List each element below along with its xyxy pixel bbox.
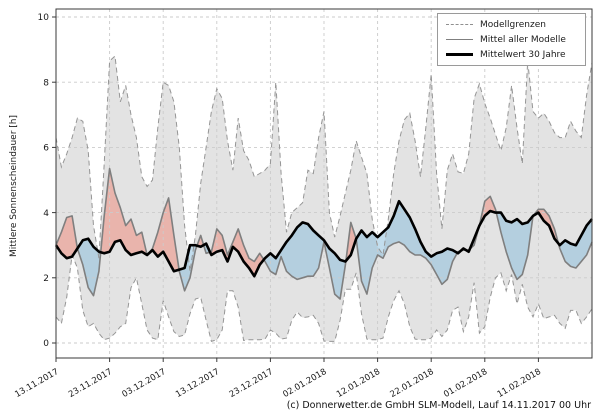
x-tick-label: 13.12.2017 bbox=[174, 367, 221, 400]
x-tick-label: 23.12.2017 bbox=[228, 367, 275, 400]
y-axis-label: Mittlere Sonnenscheindauer [h] bbox=[9, 115, 19, 257]
fill-model-below-climate bbox=[263, 222, 346, 299]
climate-mean-line bbox=[54, 199, 593, 278]
x-tick-label: 22.01.2018 bbox=[389, 367, 436, 400]
fill-model-below-climate bbox=[496, 212, 533, 280]
x-tick-label: 11.02.2018 bbox=[496, 367, 543, 400]
legend: Modellgrenzen Mittel aller Modelle Mitte… bbox=[437, 13, 586, 66]
y-tick-label: 6 bbox=[43, 144, 49, 154]
copyright-text: (c) Donnerwetter.de GmbH SLM-Modell, Lau… bbox=[286, 400, 591, 411]
dashed-line-icon bbox=[446, 24, 473, 25]
fill-model-above-climate bbox=[100, 168, 179, 272]
x-tick-label: 13.11.2017 bbox=[13, 367, 60, 400]
x-tick-label: 03.12.2017 bbox=[121, 367, 168, 400]
black-line-icon bbox=[446, 53, 473, 56]
y-tick-label: 2 bbox=[43, 274, 49, 284]
upper-model-limit-line bbox=[55, 55, 593, 272]
x-tick-label: 01.02.2018 bbox=[442, 367, 489, 400]
legend-item-modellgrenzen: Modellgrenzen bbox=[446, 19, 578, 30]
fill-model-above-climate bbox=[197, 235, 204, 247]
legend-item-mittel-aller-modelle: Mittel aller Modelle bbox=[446, 34, 578, 45]
legend-label: Mittel aller Modelle bbox=[480, 34, 566, 45]
x-tick-label: 23.11.2017 bbox=[67, 367, 114, 400]
fill-model-below-climate bbox=[77, 238, 101, 296]
x-tick-label: 02.01.2018 bbox=[281, 367, 328, 400]
fill-model-above-climate bbox=[479, 196, 497, 226]
legend-item-mittelwert-30-jahre: Mittelwert 30 Jahre bbox=[446, 49, 578, 60]
fill-model-above-climate bbox=[56, 215, 78, 259]
gray-line-icon bbox=[446, 39, 473, 40]
legend-label: Modellgrenzen bbox=[480, 19, 546, 30]
y-tick-label: 4 bbox=[43, 209, 49, 219]
legend-label: Mittelwert 30 Jahre bbox=[480, 49, 566, 60]
model-range-band bbox=[56, 56, 592, 342]
y-tick-label: 10 bbox=[38, 13, 50, 23]
y-tick-label: 8 bbox=[43, 78, 49, 88]
x-tick-label: 12.01.2018 bbox=[335, 367, 382, 400]
lower-model-limit-line bbox=[55, 253, 593, 343]
y-tick-label: 0 bbox=[43, 339, 49, 349]
